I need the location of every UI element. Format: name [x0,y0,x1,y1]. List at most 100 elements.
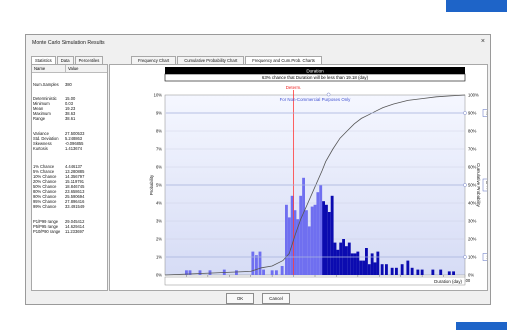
x-tick-label: 39.00 [460,278,471,283]
histogram-bar [345,246,348,275]
x-axis-label: Duration (day) [434,279,462,284]
y-tick-label: 7% [156,147,162,152]
percentile-handle [463,183,467,187]
row-name: Maximum [33,111,51,116]
y-tick-label: 4% [156,201,162,206]
table-row: Deterministic 15.00 [33,96,75,101]
statistics-table: Name Value Num.Samples 380 Deterministic 15… [31,64,108,291]
histogram-bar [353,253,357,275]
row-value: 18.846745 [65,184,85,189]
close-icon[interactable]: × [480,38,485,45]
cumulative-curve [164,94,466,276]
histogram-bar [319,185,323,275]
ok-button[interactable]: OK [226,293,254,304]
row-value: 380 [65,82,72,87]
simulation-results-dialog: Monte Carlo Simulation Results × Statist… [25,34,501,305]
histogram-bar [293,210,297,275]
row-value: 13.280885 [65,169,85,174]
row-value: 1.413674 [65,146,83,151]
y-tick-label: 6% [156,165,162,170]
y2-tick-label: 50% [468,183,477,188]
histogram-bar [380,264,384,275]
histogram-bar [290,195,294,275]
row-name: 90% Chance [33,194,57,199]
histogram-bar [305,210,308,275]
y2-tick-label: 100% [468,93,479,98]
row-value: 33.491549 [65,204,85,209]
column-header-value[interactable]: Value [68,66,79,71]
table-row: 50% Chance 18.846745 [33,184,84,189]
subtitle-box [164,73,466,82]
histogram-bar [208,270,212,275]
row-name: 95% Chance [33,199,57,204]
y2-tick-label: 0% [468,273,474,278]
row-value: 29.045412 [65,219,85,224]
tab-cumulative-chart[interactable]: Cumulative Probability Chart [177,56,245,64]
histogram-bar [452,271,455,275]
histogram-bar [420,269,424,275]
scroll-track[interactable] [164,276,466,286]
tab-statistics[interactable]: Statistics [31,56,56,64]
tab-frequency-and-cumulative[interactable]: Frequency and Cum.Prob. Charts [245,56,322,64]
histogram-bar [362,260,365,275]
tab-percentiles[interactable]: Percentiles [74,56,104,64]
table-row: Minimum 0.03 [33,101,73,106]
table-row: Num.Samples 380 [33,82,72,87]
row-name: Num.Samples [33,82,59,87]
row-value: 0.03 [65,101,73,106]
y2-tick-label: 20% [468,237,477,242]
histogram-bar [410,267,414,275]
chart-tabbar: Frequency Chart Cumulative Probability C… [131,56,323,64]
table-row: Maximum 38.63 [33,111,75,116]
tab-frequency-chart[interactable]: Frequency Chart [131,56,177,64]
table-row: 99% Chance 33.491549 [33,204,84,209]
histogram-bar [316,192,320,275]
y-axis-label: Probability [149,174,154,195]
row-value: 11.233697 [65,229,85,234]
table-row: Std. Deviation 5.248863 [33,136,82,141]
table-row: 1% Chance 4.446137 [33,164,82,169]
y-tick-label: 9% [156,111,162,116]
cancel-button[interactable]: Cancel [262,293,290,304]
percentile-handle [463,255,467,259]
column-header-name[interactable]: Name [32,65,66,72]
row-name: 50% Chance [33,184,57,189]
table-row: P1/P99 range 29.045412 [33,219,84,224]
tab-data[interactable]: Data [56,56,74,64]
row-value: 23.658613 [65,189,85,194]
histogram-bar [307,226,311,275]
deterministic-label: Determ. [286,85,302,90]
table-row: 5% Chance 13.280885 [33,169,84,174]
row-value: 14.356797 [65,174,85,179]
table-row: Variance 27.500533 [33,131,84,136]
table-row: 90% Chance 25.590694 [33,194,84,199]
row-name: Minimum [33,101,50,106]
y2-tick-label: 60% [468,165,477,170]
histogram-bar [336,249,340,275]
histogram-bar [296,219,300,275]
table-row: Range 38.61 [33,116,75,121]
histogram-bar [270,270,274,275]
histogram-bar [188,270,192,275]
chart-title: Duration [306,69,324,74]
chart-subtitle: 63% chance that Duration will be less th… [262,75,369,80]
histogram-bar [406,260,410,275]
histogram-bar [255,255,258,275]
table-row: 10% Chance 14.356797 [33,174,84,179]
row-value: 27.896416 [65,199,85,204]
table-row: Skewness -0.096855 [33,141,83,146]
histogram-bar [185,270,188,275]
histogram-bar [390,267,394,275]
table-row: P10/P90 range 11.233697 [33,229,84,234]
histogram-bar [395,267,398,275]
histogram-bar [385,264,388,275]
y2-axis-label: Cumulative Probability [476,163,481,207]
row-value: 38.61 [65,116,76,121]
row-name: 10% Chance [33,174,57,179]
row-value: 15.119791 [65,179,85,184]
row-name: 5% Chance [33,169,55,174]
y2-tick-label: 70% [468,147,477,152]
histogram-bar [285,204,288,275]
histogram-bar [235,270,238,275]
y-tick-label: 8% [156,129,162,134]
